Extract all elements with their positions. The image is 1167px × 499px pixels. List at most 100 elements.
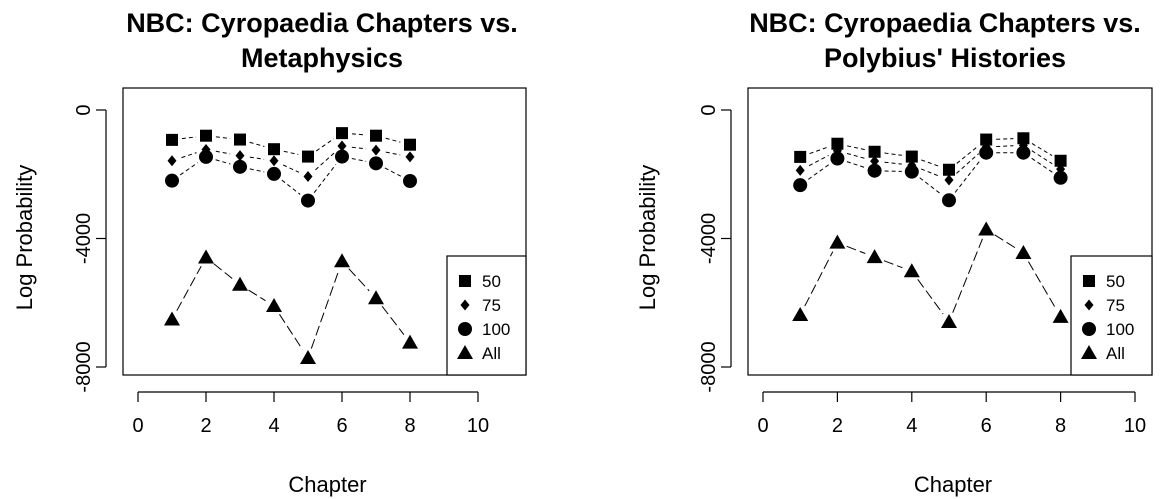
data-point	[167, 155, 177, 167]
y-tick-label: 0	[698, 104, 720, 115]
chart-panel-2: NBC: Cyropaedia Chapters vs. Polybius' Hi…	[635, 8, 1153, 497]
data-point	[235, 150, 245, 162]
series-line-segment	[956, 153, 980, 174]
data-point	[300, 350, 316, 365]
data-point	[792, 306, 809, 321]
data-point	[200, 129, 212, 142]
series-line-segment	[279, 314, 303, 350]
series-line-segment	[315, 152, 335, 171]
data-point	[829, 234, 846, 249]
series-line-segment	[181, 136, 197, 140]
data-point	[301, 193, 315, 208]
legend-marker-50	[1083, 275, 1095, 287]
series-line-segment	[809, 146, 829, 155]
legend-label-50: 50	[482, 272, 501, 291]
series-line-segment	[385, 137, 401, 143]
x-axis-label: Chapter	[288, 472, 366, 497]
data-point	[943, 163, 955, 176]
series-100	[793, 145, 1068, 208]
series-line-segment	[381, 305, 405, 335]
series-line-segment	[176, 265, 202, 311]
series-line-segment	[313, 164, 337, 193]
data-point	[303, 170, 313, 182]
data-point	[870, 155, 880, 167]
series-line-segment	[179, 162, 199, 176]
data-point	[335, 149, 349, 164]
series-line-segment	[384, 167, 402, 177]
legend-marker-100	[458, 322, 472, 336]
legend-marker-50	[459, 275, 471, 287]
x-tick-label: 10	[467, 415, 489, 437]
data-point	[1016, 145, 1031, 160]
data-point	[268, 143, 280, 156]
data-point	[302, 150, 314, 163]
legend-label-100: 100	[1106, 320, 1134, 339]
data-point	[1054, 154, 1067, 167]
data-point	[198, 249, 214, 264]
y-tick-label: 0	[73, 104, 95, 115]
data-point	[369, 156, 383, 171]
series-line-segment	[846, 161, 866, 169]
x-tick-label: 2	[200, 415, 211, 437]
data-point	[793, 178, 808, 193]
data-point	[830, 151, 845, 166]
chart-title-line-1: NBC: Cyropaedia Chapters vs.	[126, 8, 518, 38]
data-point	[867, 163, 882, 178]
data-point	[941, 314, 957, 329]
legend-label-50: 50	[1106, 272, 1125, 291]
series-line-segment	[281, 179, 301, 195]
data-point	[1015, 244, 1032, 259]
data-point	[1017, 132, 1030, 145]
data-point	[866, 249, 883, 264]
x-tick-label: 10	[1124, 415, 1146, 437]
series-line-segment	[282, 164, 300, 173]
data-point	[944, 174, 954, 186]
chart-title-line-2: Metaphysics	[241, 43, 403, 73]
series-line-segment	[283, 150, 299, 155]
y-tick-label: -8000	[698, 341, 720, 392]
series-line-segment	[919, 177, 942, 195]
y-axis-label: Log Probability	[12, 165, 37, 311]
data-point	[405, 151, 415, 163]
plot-frame	[747, 87, 1153, 376]
data-point	[403, 173, 417, 188]
legend-marker-All	[457, 345, 473, 359]
series-line-segment	[249, 141, 265, 147]
chart-title-line-2: Polybius' Histories	[824, 43, 1066, 73]
data-point	[166, 133, 178, 146]
series-line-segment	[215, 159, 231, 165]
series-line-segment	[1027, 261, 1057, 309]
legend: 50 75 100 All	[446, 255, 527, 376]
data-point	[233, 159, 247, 174]
legend-marker-100	[1082, 322, 1096, 336]
series-line-segment	[956, 145, 979, 164]
y-tick-label: -8000	[73, 341, 95, 392]
series-line-segment	[351, 133, 367, 136]
data-point	[368, 290, 384, 305]
series-line-segment	[847, 145, 865, 151]
series-line-segment	[248, 289, 266, 302]
data-point	[266, 297, 282, 312]
data-point	[404, 138, 416, 151]
legend-marker-75	[460, 299, 470, 311]
series-100	[165, 149, 417, 208]
plot-frame	[122, 87, 527, 376]
legend-label-75: 75	[1106, 296, 1125, 315]
legend-label-All: All	[482, 344, 501, 363]
series-line-segment	[181, 152, 197, 159]
x-axis-label: Chapter	[914, 472, 992, 497]
data-point	[905, 150, 918, 163]
series-50	[794, 132, 1067, 176]
data-point	[234, 133, 246, 146]
chart-panel-1: NBC: Cyropaedia Chapters vs. Metaphysics 0…	[12, 8, 527, 497]
x-tick-label: 6	[336, 415, 347, 437]
data-point	[337, 140, 347, 152]
data-point	[1052, 308, 1069, 323]
data-point	[794, 150, 807, 163]
series-line-segment	[996, 138, 1014, 140]
x-tick-label: 8	[1055, 415, 1066, 437]
data-point	[980, 133, 993, 146]
series-line-segment	[348, 268, 370, 292]
data-point	[165, 173, 179, 188]
